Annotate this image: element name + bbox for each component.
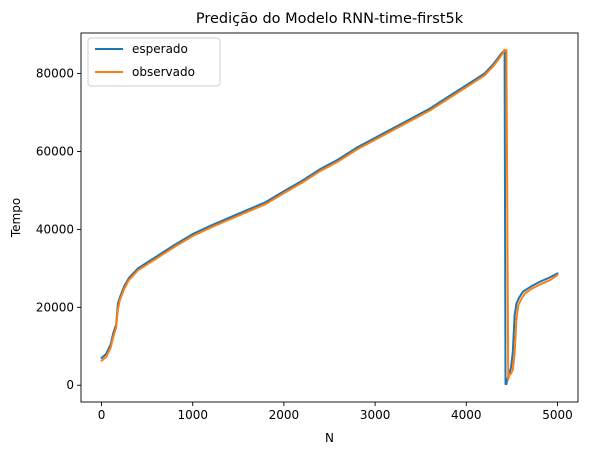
x-tick-label: 5000 (542, 408, 573, 422)
y-tick-label: 80000 (36, 67, 74, 81)
series-line-esperado (100, 49, 559, 386)
x-tick-label: 2000 (269, 408, 300, 422)
x-tick-label: 3000 (360, 408, 391, 422)
y-tick-label: 40000 (36, 222, 74, 236)
legend: esperado observado (87, 37, 221, 87)
plot-frame (80, 32, 579, 403)
chart-title: Predição do Modelo RNN-time-first5k (196, 11, 464, 27)
y-tick-label: 20000 (36, 300, 74, 314)
y-axis: 0 20000 40000 60000 80000 (36, 67, 81, 392)
legend-label-observado: observado (132, 65, 195, 79)
x-tick-label: 4000 (451, 408, 482, 422)
series-line-observado (100, 49, 559, 381)
series-layer (100, 49, 559, 386)
x-tick-label: 0 (98, 408, 106, 422)
x-axis-label: N (325, 431, 334, 445)
legend-label-esperado: esperado (132, 42, 188, 56)
y-tick-label: 0 (66, 378, 74, 392)
y-tick-label: 60000 (36, 144, 74, 158)
x-axis: 0 1000 2000 3000 4000 5000 (98, 402, 573, 422)
x-tick-label: 1000 (177, 408, 208, 422)
y-axis-label: Tempo (9, 198, 23, 238)
